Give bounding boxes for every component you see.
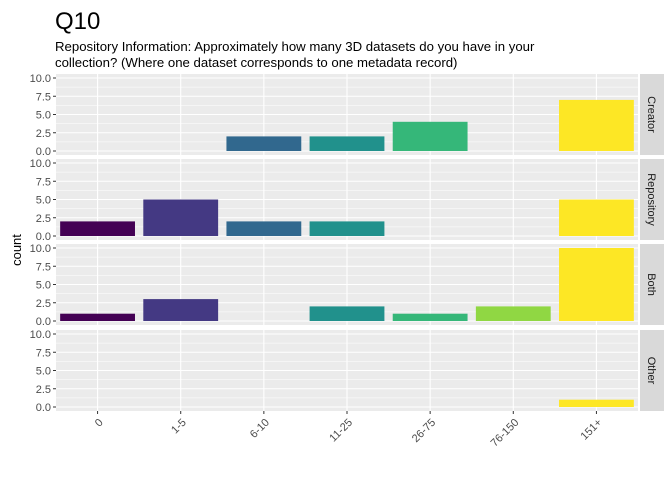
bar-repository-151+ bbox=[559, 199, 634, 236]
facet-panel-creator: 0.0 2.5 5.0 7.5 10.0 Creator bbox=[30, 73, 664, 158]
facet-strip-label: Both bbox=[645, 273, 657, 296]
facet-strip bbox=[640, 330, 664, 411]
y-tick-label: 2.5 bbox=[36, 213, 51, 225]
bar-both-1-5 bbox=[143, 299, 219, 321]
y-tick-label: 5.0 bbox=[36, 195, 51, 207]
y-axis-title: count bbox=[9, 234, 24, 266]
bar-creator-151+ bbox=[559, 99, 634, 151]
y-tick-label: 7.5 bbox=[36, 347, 51, 359]
y-tick-label: 2.5 bbox=[36, 128, 51, 140]
y-tick-label: 2.5 bbox=[36, 384, 51, 396]
bar-both-26-75 bbox=[392, 313, 468, 321]
x-tick-label-11-25: 11-25 bbox=[327, 417, 355, 445]
y-tick-label: 7.5 bbox=[36, 91, 51, 103]
x-tick-label-151+: 151+ bbox=[579, 417, 605, 443]
bar-both-0 bbox=[60, 313, 135, 321]
chart-title: Q10 bbox=[55, 8, 100, 35]
facet-panel-repository: 0.0 2.5 5.0 7.5 10.0 Repository bbox=[30, 158, 664, 243]
bar-repository-11-25 bbox=[309, 221, 385, 236]
y-tick-label: 0.0 bbox=[36, 146, 51, 158]
y-tick-label: 7.5 bbox=[36, 261, 51, 273]
x-tick-label-76-150: 76-150 bbox=[489, 417, 522, 450]
y-tick-label: 10.0 bbox=[30, 73, 51, 85]
y-tick-label: 2.5 bbox=[36, 298, 51, 310]
facet-panel-both: 0.0 2.5 5.0 7.5 10.0 Both bbox=[30, 243, 664, 328]
bar-repository-6-10 bbox=[226, 221, 302, 236]
y-tick-label: 0.0 bbox=[36, 316, 51, 328]
chart-subtitle-line-1: Repository Information: Approximately ho… bbox=[55, 39, 535, 54]
facet-panel-other: 0.0 2.5 5.0 7.5 10.0 Other bbox=[30, 329, 664, 414]
y-tick-label: 10.0 bbox=[30, 329, 51, 341]
bar-both-76-150 bbox=[475, 306, 551, 321]
bar-creator-6-10 bbox=[226, 136, 302, 151]
facet-strip bbox=[640, 159, 664, 240]
facet-strip-label: Other bbox=[645, 357, 657, 385]
facet-strip bbox=[640, 74, 664, 155]
y-tick-label: 5.0 bbox=[36, 366, 51, 378]
x-tick-label-0: 0 bbox=[93, 417, 106, 430]
y-tick-label: 10.0 bbox=[30, 158, 51, 170]
bar-both-11-25 bbox=[309, 306, 385, 321]
y-tick-label: 7.5 bbox=[36, 176, 51, 188]
y-tick-label: 5.0 bbox=[36, 110, 51, 122]
chart-subtitle-line-2: collection? (Where one dataset correspon… bbox=[55, 55, 457, 70]
bar-other-151+ bbox=[559, 399, 634, 407]
y-tick-label: 5.0 bbox=[36, 280, 51, 292]
bar-creator-26-75 bbox=[392, 121, 468, 151]
x-tick-label-26-75: 26-75 bbox=[410, 417, 438, 445]
x-tick-label-6-10: 6-10 bbox=[248, 417, 272, 441]
bar-creator-11-25 bbox=[309, 136, 385, 151]
facet-strip bbox=[640, 244, 664, 325]
facet-strip-label: Repository bbox=[645, 173, 657, 226]
x-axis: 0 1-5 6-10 11-25 26-75 76-150 151+ bbox=[93, 411, 605, 449]
facet-panels: 0.0 2.5 5.0 7.5 10.0 Creator 0.0 2.5 5.0 7.5 10.0 R… bbox=[30, 73, 664, 414]
y-tick-label: 0.0 bbox=[36, 402, 51, 414]
bar-repository-0 bbox=[60, 221, 135, 236]
bar-both-151+ bbox=[559, 248, 634, 321]
y-tick-label: 10.0 bbox=[30, 243, 51, 255]
bar-repository-1-5 bbox=[143, 199, 219, 236]
x-tick-label-1-5: 1-5 bbox=[169, 417, 189, 437]
y-tick-label: 0.0 bbox=[36, 231, 51, 243]
facet-strip-label: Creator bbox=[645, 96, 657, 133]
